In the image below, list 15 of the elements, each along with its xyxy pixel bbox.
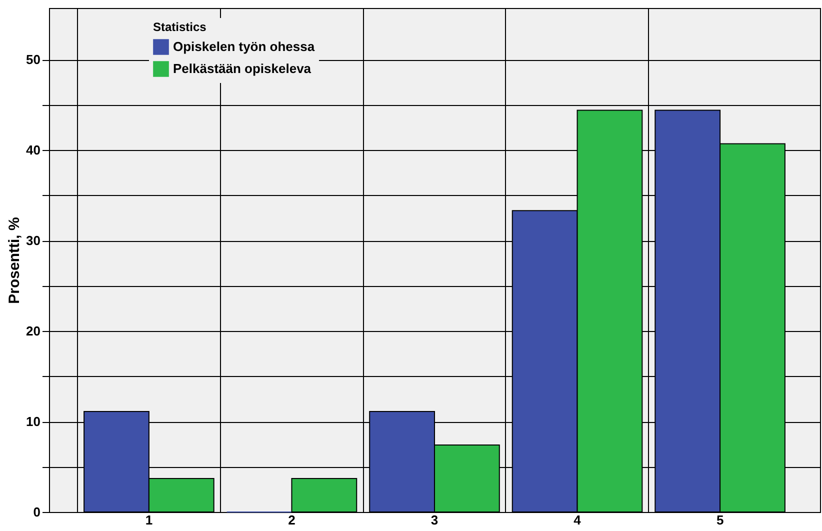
y-tick-label: 20 [26,324,40,339]
y-tick-label: 10 [26,414,40,430]
y-axis-title: Prosentti, % [6,217,24,304]
y-tick-label: 0 [33,504,40,520]
y-tick-label: 30 [26,233,40,248]
y-tick-label: 50 [26,52,40,68]
legend-label: Pelkästään opiskeleva [173,61,312,76]
x-tick-label: 2 [288,512,296,528]
legend-label: Opiskelen työn ohessa [173,39,316,54]
x-tick-label: 5 [716,512,724,528]
x-tick-label: 1 [145,512,153,528]
y-tick-label: 40 [26,142,40,158]
legend-title: Statistics [153,20,207,34]
x-tick-label: 3 [430,512,438,528]
x-tick-label: 4 [574,512,582,528]
